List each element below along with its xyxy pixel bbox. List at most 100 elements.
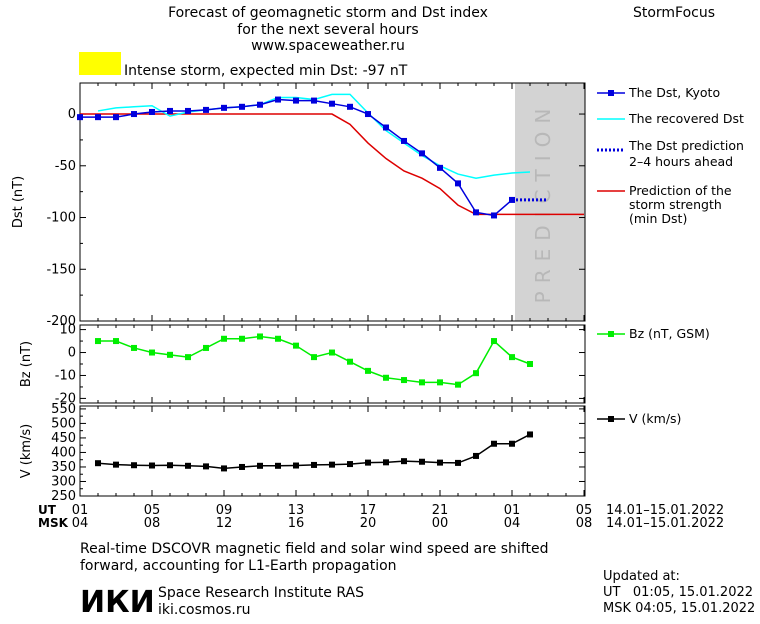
bz-point [221, 335, 227, 342]
speed-point [95, 460, 101, 467]
prediction-zone [515, 83, 585, 321]
dst-kyoto-point [383, 124, 389, 131]
speed-point [131, 462, 137, 469]
bz-point [203, 344, 209, 351]
msk-tick-label: 20 [360, 516, 377, 531]
dst-kyoto-point [437, 164, 443, 171]
dst-kyoto-point [293, 97, 299, 104]
legend-bz: Bz (nT, GSM) [597, 326, 710, 341]
bz-ytick-label: 0 [68, 346, 76, 361]
dst-kyoto-line [80, 98, 513, 217]
bz-point [167, 351, 173, 358]
speed-point [347, 461, 353, 468]
ut-tick-label: 05 [144, 503, 161, 518]
dst-kyoto-point [491, 212, 497, 219]
bz-point [509, 354, 515, 361]
updated-msk: MSK 04:05, 15.01.2022 [603, 601, 755, 616]
dst-kyoto-point [149, 108, 155, 115]
dst-kyoto-point [473, 209, 479, 216]
ut-label: UT [38, 503, 57, 517]
legend-storm-strength: Prediction of the storm strength (min Dst) [597, 183, 732, 226]
ut-tick-label: 01 [504, 503, 521, 518]
speed-point [293, 462, 299, 469]
chart-title-line2: for the next several hours [237, 22, 418, 38]
dst-axis-label: Dst (nT) [11, 176, 26, 228]
speed-ytick-label: 400 [51, 445, 76, 460]
bz-point [293, 342, 299, 349]
dst-kyoto-point [329, 100, 335, 107]
dst-kyoto-point [401, 137, 407, 144]
speed-panel-frame [79, 405, 586, 497]
updated-label: Updated at: [603, 569, 680, 584]
bz-point [455, 381, 461, 388]
bz-point [149, 349, 155, 356]
website-url[interactable]: www.spaceweather.ru [251, 38, 405, 54]
speed-ytick-label: 300 [51, 474, 76, 489]
dst-kyoto-point [455, 180, 461, 187]
legend-dst-kyoto: The Dst, Kyoto [597, 85, 720, 100]
ut-tick-label: 05 [576, 503, 593, 518]
dst-kyoto-point [275, 96, 281, 103]
speed-point [239, 463, 245, 470]
speed-point [221, 465, 227, 472]
bz-point [383, 374, 389, 381]
dst-ytick-label: -100 [46, 211, 76, 226]
dst-kyoto-point [95, 114, 101, 121]
bz-point [437, 379, 443, 386]
bz-point [365, 367, 371, 374]
bz-point [473, 370, 479, 377]
bz-point [95, 338, 101, 345]
dst-kyoto-point [185, 107, 191, 114]
msk-tick-label: 08 [576, 516, 593, 531]
bz-panel-frame [79, 324, 586, 404]
speed-point [365, 459, 371, 466]
dst-kyoto-point [365, 111, 371, 118]
speed-point [473, 452, 479, 459]
dst-ytick-label: -150 [46, 262, 76, 277]
legend-speed-text: V (km/s) [629, 411, 681, 426]
legend-recovered-dst: The recovered Dst [597, 111, 744, 126]
legend-dst-kyoto-marker [608, 90, 614, 96]
dst-kyoto-point [347, 103, 353, 110]
bz-point [311, 354, 317, 361]
dst-kyoto-point [221, 104, 227, 111]
dst-ytick-label: 0 [68, 107, 76, 122]
bz-ytick-label: -20 [55, 391, 76, 406]
speed-point [419, 458, 425, 465]
msk-date-range: 14.01–15.01.2022 [606, 516, 724, 531]
bz-series-layer [95, 333, 533, 388]
bz-point [185, 354, 191, 361]
dst-kyoto-point [203, 106, 209, 113]
msk-tick-label: 04 [72, 516, 89, 531]
dst-ytick-label: -200 [46, 314, 76, 329]
msk-label: MSK [38, 516, 69, 530]
legend-dst-prediction-text: The Dst prediction 2–4 hours ahead [628, 138, 744, 169]
speed-point [167, 462, 173, 469]
ut-tick-label: 09 [216, 503, 233, 518]
speed-point [329, 461, 335, 468]
dst-kyoto-point [131, 111, 137, 118]
speed-point [437, 459, 443, 466]
msk-tick-label: 04 [504, 516, 521, 531]
msk-tick-label: 16 [288, 516, 305, 531]
bz-axis-label: Bz (nT) [19, 341, 34, 387]
dst-ytick-label: -50 [55, 159, 76, 174]
iki-logo: ИКИ [80, 585, 155, 620]
bz-point [239, 335, 245, 342]
speed-point [491, 440, 497, 447]
institute-url[interactable]: iki.cosmos.ru [158, 602, 250, 618]
speed-point [455, 459, 461, 466]
legend-line: storm strength [629, 197, 722, 212]
speed-point [149, 462, 155, 469]
footer-note-line1: Real-time DSCOVR magnetic field and sola… [80, 541, 549, 557]
legend-bz-text: Bz (nT, GSM) [629, 326, 710, 341]
speed-point [203, 463, 209, 470]
legend-dst-prediction: The Dst prediction 2–4 hours ahead [597, 138, 744, 169]
ut-tick-label: 17 [360, 503, 377, 518]
time-axis-labels: 01 05 09 13 17 21 01 05 04 08 12 16 20 00 04 08 [72, 503, 593, 531]
recovered-dst-line [97, 93, 531, 179]
speed-point [275, 462, 281, 469]
dst-kyoto-point [167, 107, 173, 114]
dst-kyoto-point [239, 103, 245, 110]
